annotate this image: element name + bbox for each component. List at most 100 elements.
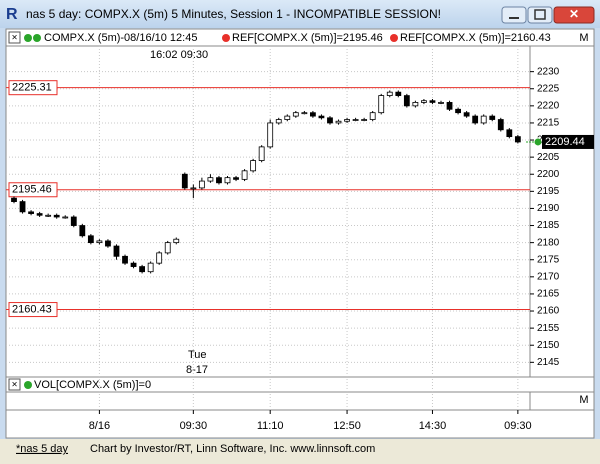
legend-dot bbox=[24, 34, 32, 42]
candle-body bbox=[173, 238, 180, 244]
candle-body bbox=[412, 102, 419, 107]
pane-close-icon: × bbox=[12, 380, 18, 391]
close-button[interactable] bbox=[553, 6, 595, 24]
candle-body bbox=[275, 119, 282, 124]
candle-body bbox=[421, 100, 427, 103]
y-tick-label: 2145 bbox=[537, 357, 560, 368]
candle-body bbox=[156, 252, 163, 264]
legend-dot bbox=[390, 34, 398, 42]
candle-body bbox=[378, 95, 385, 114]
reference-label: 2160.43 bbox=[12, 303, 52, 315]
candle-body bbox=[190, 187, 197, 190]
volume-label: VOL[COMPX.X (5m)]=0 bbox=[34, 379, 151, 391]
candle-body bbox=[369, 112, 376, 120]
candle-body bbox=[395, 91, 402, 96]
title-bar bbox=[0, 0, 600, 28]
candle-body bbox=[36, 213, 43, 216]
candle-body bbox=[181, 173, 188, 189]
last-price-label: 2209.44 bbox=[545, 136, 585, 148]
candle-body bbox=[472, 115, 479, 124]
candle-body bbox=[45, 214, 52, 217]
price-pane-header bbox=[5, 28, 595, 47]
candle-body bbox=[309, 112, 316, 117]
y-tick-label: 2180 bbox=[537, 237, 560, 248]
status-bar bbox=[0, 439, 600, 464]
legend-dot bbox=[33, 34, 41, 42]
minimize-button[interactable] bbox=[501, 6, 527, 24]
reference-label: 2225.31 bbox=[12, 82, 52, 94]
candle-body bbox=[292, 112, 299, 117]
x-tick-label: 09:30 bbox=[180, 420, 208, 432]
reference-label-box bbox=[8, 302, 58, 318]
candle-body bbox=[446, 102, 453, 110]
candle-body bbox=[429, 100, 436, 103]
candle-body bbox=[352, 119, 359, 121]
candle-body bbox=[318, 115, 325, 119]
last-price-dot bbox=[534, 138, 542, 146]
pane-close-box[interactable] bbox=[8, 378, 21, 391]
candle-body bbox=[53, 214, 60, 218]
y-tick-label: 2220 bbox=[537, 100, 560, 111]
pane-marker: M bbox=[579, 394, 588, 406]
annotation: 16:02 09:30 bbox=[150, 49, 208, 61]
candle-body bbox=[113, 245, 120, 257]
last-price-box bbox=[542, 134, 594, 149]
candle-body bbox=[267, 122, 274, 148]
x-tick-label: 12:50 bbox=[333, 420, 361, 432]
legend-dot bbox=[222, 34, 230, 42]
x-tick-label: 14:30 bbox=[419, 420, 447, 432]
maximize-icon bbox=[534, 9, 546, 20]
candle-body bbox=[87, 235, 94, 244]
y-tick-label: 2200 bbox=[537, 169, 560, 180]
candle-body bbox=[207, 177, 214, 182]
volume-pane-header bbox=[5, 376, 595, 393]
pane-marker: M bbox=[579, 32, 588, 44]
candle-body bbox=[455, 108, 461, 114]
y-tick-label: 2225 bbox=[537, 83, 560, 94]
x-tick-label: 09:30 bbox=[504, 420, 532, 432]
candle-body bbox=[438, 102, 444, 104]
y-tick-label: 2205 bbox=[537, 152, 560, 163]
pane-close-icon: × bbox=[12, 33, 18, 44]
reference-label: 2195.46 bbox=[12, 184, 52, 196]
x-tick-label: 8/16 bbox=[89, 420, 110, 432]
y-tick-label: 2155 bbox=[537, 323, 560, 334]
reference-label-box bbox=[8, 182, 58, 198]
candle-body bbox=[139, 266, 146, 273]
reference-label-box bbox=[8, 80, 58, 96]
candle-body bbox=[489, 115, 496, 120]
candle-body bbox=[70, 216, 77, 226]
x-tick-label: 11:10 bbox=[257, 420, 284, 432]
pane-close-box[interactable] bbox=[8, 31, 21, 44]
candle-body bbox=[79, 225, 86, 237]
close-icon: ✕ bbox=[569, 7, 579, 21]
y-tick-label: 2195 bbox=[537, 186, 560, 197]
candle-body bbox=[11, 197, 17, 202]
candle-body bbox=[19, 201, 26, 213]
y-tick-label: 2190 bbox=[537, 203, 560, 214]
candle-body bbox=[344, 119, 350, 122]
candle-body bbox=[258, 146, 265, 161]
app-icon: R bbox=[6, 6, 18, 23]
candle-body bbox=[403, 95, 410, 107]
y-tick-label: 2175 bbox=[537, 254, 560, 265]
candle-body bbox=[233, 177, 239, 180]
annotation: Tue bbox=[188, 349, 207, 361]
chart-tab[interactable]: *nas 5 day bbox=[16, 443, 68, 455]
candle-body bbox=[463, 112, 470, 117]
candle-body bbox=[497, 119, 504, 131]
footer-credit: Chart by Investor/RT, Linn Software, Inc… bbox=[90, 443, 375, 455]
candle-body bbox=[105, 240, 111, 247]
candle-body bbox=[361, 119, 368, 121]
y-tick-label: 2185 bbox=[537, 220, 560, 231]
maximize-button[interactable] bbox=[527, 6, 553, 24]
candle-body bbox=[130, 262, 137, 267]
candle-body bbox=[241, 170, 248, 180]
legend-item: REF[COMPX.X (5m)]=2160.43 bbox=[400, 32, 551, 44]
y-tick-label: 2230 bbox=[537, 66, 560, 77]
candle-body bbox=[506, 129, 513, 138]
candle-body bbox=[62, 216, 69, 219]
legend-item: COMPX.X (5m)-08/16/10 12:45 bbox=[44, 32, 197, 44]
legend-item: REF[COMPX.X (5m)]=2195.46 bbox=[232, 32, 383, 44]
